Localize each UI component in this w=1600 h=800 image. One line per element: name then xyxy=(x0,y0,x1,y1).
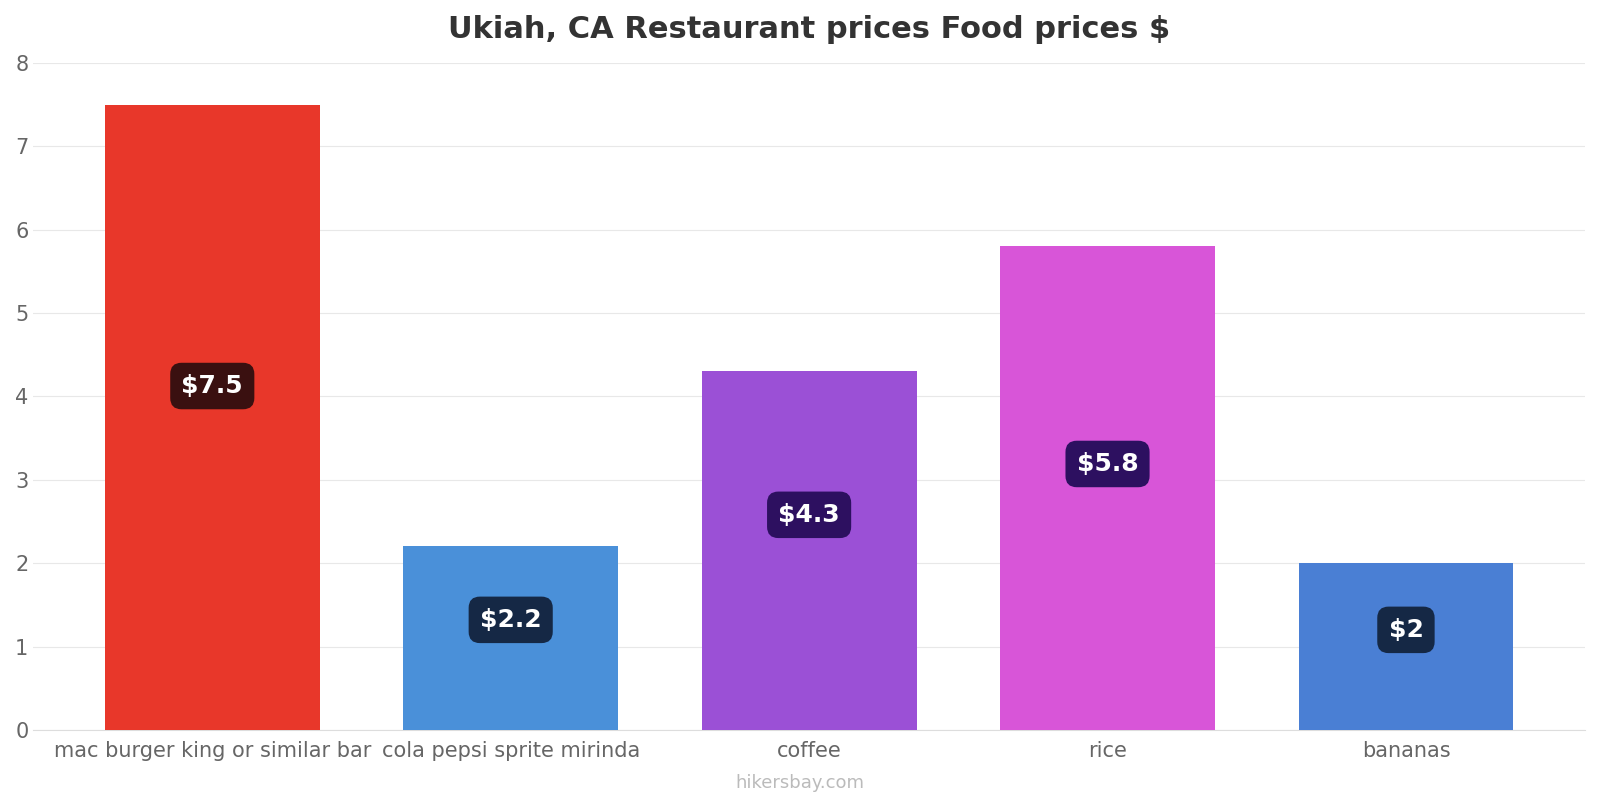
Text: $7.5: $7.5 xyxy=(181,374,243,398)
Bar xyxy=(403,546,618,730)
Text: hikersbay.com: hikersbay.com xyxy=(736,774,864,792)
Text: $4.3: $4.3 xyxy=(778,503,840,527)
Title: Ukiah, CA Restaurant prices Food prices $: Ukiah, CA Restaurant prices Food prices … xyxy=(448,15,1170,44)
Text: $2.2: $2.2 xyxy=(480,608,541,632)
Text: $2: $2 xyxy=(1389,618,1424,642)
Bar xyxy=(702,371,917,730)
Text: $5.8: $5.8 xyxy=(1077,452,1138,476)
Bar xyxy=(1299,563,1514,730)
Bar xyxy=(106,105,320,730)
Bar xyxy=(1000,246,1214,730)
